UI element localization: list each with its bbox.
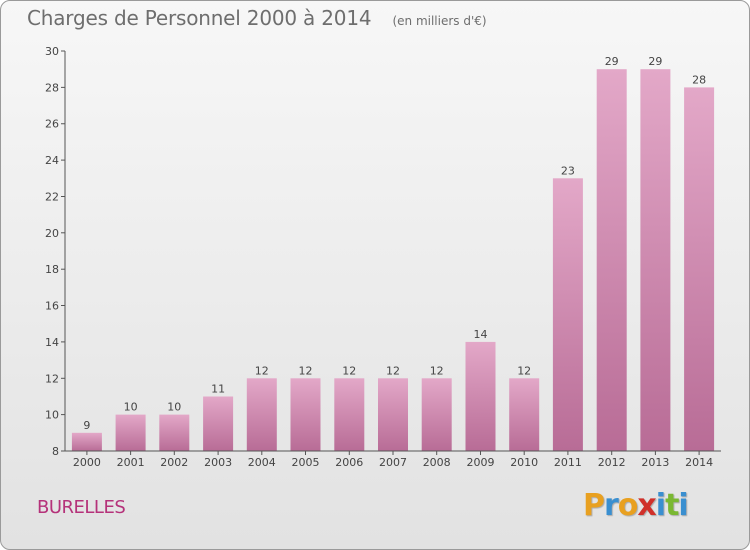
bar-2013	[640, 69, 671, 451]
commune-name: BURELLES	[37, 497, 126, 518]
x-tick-label-2007: 2007	[379, 456, 407, 469]
logo-letter: i	[655, 488, 666, 523]
y-tick-label-30: 30	[45, 45, 59, 58]
bar-2001	[115, 414, 146, 451]
data-label-2006: 12	[342, 364, 356, 377]
x-tick-label-2006: 2006	[335, 456, 363, 469]
x-tick-label-2000: 2000	[73, 456, 101, 469]
logo-letter: o	[617, 488, 639, 523]
bar-2012	[596, 69, 627, 451]
y-tick-label-20: 20	[45, 227, 59, 240]
data-label-2000: 9	[83, 419, 90, 432]
x-tick-label-2002: 2002	[160, 456, 188, 469]
labels-layer: 9 2000 10 2001 10 2002 11 2003 12 2004 12 2005 12 200…	[45, 45, 713, 469]
x-tick-label-2013: 2013	[641, 456, 669, 469]
x-tick-label-2014: 2014	[685, 456, 713, 469]
bar-2002	[159, 414, 190, 451]
data-label-2007: 12	[386, 364, 400, 377]
data-label-2004: 12	[255, 364, 269, 377]
data-label-2003: 11	[211, 383, 225, 396]
bar-2000	[71, 432, 102, 451]
data-label-2010: 12	[517, 364, 531, 377]
bar-2008	[421, 378, 452, 451]
bar-2009	[465, 341, 496, 451]
data-label-2008: 12	[430, 364, 444, 377]
logo-letter: P	[583, 488, 605, 523]
title-row: Charges de Personnel 2000 à 2014 (en mil…	[27, 6, 487, 30]
bar-2003	[203, 396, 234, 451]
y-tick-label-26: 26	[45, 118, 59, 131]
axes-layer	[61, 50, 721, 455]
logo-letter: i	[678, 488, 688, 523]
x-tick-label-2009: 2009	[467, 456, 495, 469]
y-tick-label-18: 18	[45, 263, 59, 276]
y-tick-label-22: 22	[45, 191, 59, 204]
chart-subtitle: (en milliers d'€)	[392, 14, 487, 28]
y-tick-label-12: 12	[45, 372, 59, 385]
y-tick-label-16: 16	[45, 300, 59, 313]
x-tick-label-2005: 2005	[292, 456, 320, 469]
data-label-2001: 10	[124, 401, 138, 414]
logo-letter: r	[604, 488, 619, 523]
proxiti-logo[interactable]: Proxiti	[583, 488, 689, 523]
data-label-2014: 28	[692, 73, 706, 86]
y-tick-label-24: 24	[45, 154, 59, 167]
bar-2010	[509, 378, 540, 451]
bar-2014	[684, 87, 715, 452]
chart-title: Charges de Personnel 2000 à 2014	[27, 6, 372, 30]
data-label-2013: 29	[648, 55, 662, 68]
data-label-2011: 23	[561, 164, 575, 177]
bar-2005	[290, 378, 321, 451]
x-tick-label-2011: 2011	[554, 456, 582, 469]
bar-2011	[552, 178, 583, 452]
y-tick-label-10: 10	[45, 409, 59, 422]
logo-letter: x	[637, 488, 656, 523]
y-tick-label-28: 28	[45, 81, 59, 94]
x-tick-label-2010: 2010	[510, 456, 538, 469]
bar-2007	[378, 378, 408, 451]
x-tick-label-2004: 2004	[248, 456, 276, 469]
y-tick-label-8: 8	[52, 445, 59, 458]
bar-2006	[334, 378, 365, 451]
y-tick-label-14: 14	[45, 336, 59, 349]
x-tick-label-2008: 2008	[423, 456, 451, 469]
logo-letter: t	[665, 488, 679, 523]
x-tick-label-2012: 2012	[598, 456, 626, 469]
x-tick-label-2003: 2003	[204, 456, 232, 469]
data-label-2002: 10	[167, 401, 181, 414]
bars-layer	[71, 69, 715, 452]
data-label-2009: 14	[474, 328, 488, 341]
x-tick-label-2001: 2001	[117, 456, 145, 469]
data-label-2005: 12	[299, 364, 313, 377]
bar-2004	[246, 378, 277, 451]
data-label-2012: 29	[605, 55, 619, 68]
